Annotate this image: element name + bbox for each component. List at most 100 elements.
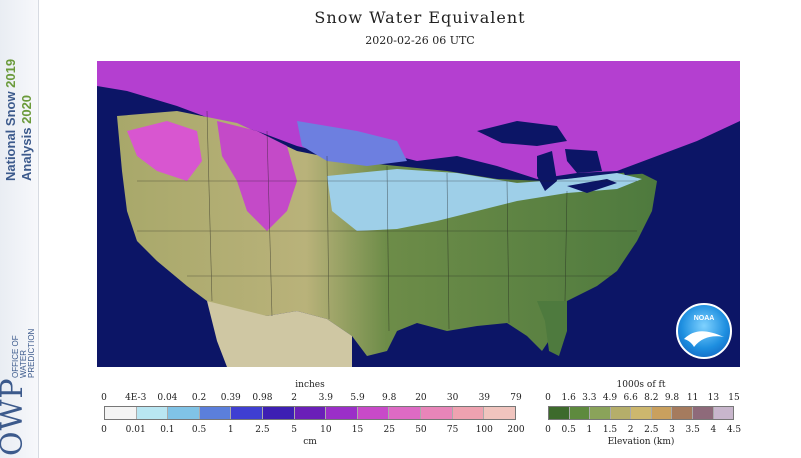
- noaa-logo: NOAA: [676, 303, 732, 359]
- swe-cm-tick-label: 0: [101, 425, 107, 435]
- brand-line-1: National Snow 2019: [3, 59, 18, 181]
- swe-cm-tick-label: 15: [351, 425, 364, 435]
- elevation-km-tick-label: 3.5: [685, 425, 700, 435]
- swe-color-swatch: [231, 407, 264, 419]
- elevation-ft-ticks: 0 1.6 3.3 4.9 6.6 8.2 9.8 11 13 15: [545, 393, 740, 404]
- elevation-color-swatch: [672, 407, 693, 419]
- elevation-ft-tick-label: 3.3: [582, 393, 597, 403]
- map-graphic: [97, 61, 740, 367]
- elevation-km-tick-label: 3: [669, 425, 675, 435]
- brand-line-2: Analysis 2020: [19, 95, 34, 181]
- swe-color-swatch: [105, 407, 137, 419]
- swe-inch-tick-label: 0.2: [191, 393, 207, 403]
- northern-plains-snow: [297, 121, 407, 166]
- elevation-ft-tick-label: 6.6: [623, 393, 638, 403]
- swe-unit-inches: inches: [295, 380, 325, 390]
- noaa-logo-text: NOAA: [693, 315, 715, 322]
- elevation-km-tick-label: 4: [710, 425, 717, 435]
- elevation-color-swatch: [549, 407, 570, 419]
- swe-unit-cm: cm: [303, 437, 317, 447]
- swe-inch-tick-label: 20: [415, 393, 427, 403]
- swe-inch-tick-label: 79: [510, 393, 522, 403]
- swe-inch-tick-label: 0: [101, 393, 107, 403]
- elevation-color-bar: [548, 406, 734, 420]
- map-title: Snow Water Equivalent: [314, 8, 526, 27]
- swe-color-swatch: [421, 407, 453, 419]
- noaa-bird-icon: [684, 331, 724, 347]
- swe-inch-tick-label: 0.98: [252, 393, 273, 403]
- swe-cm-tick-label: 200: [507, 425, 525, 435]
- lake-erie: [567, 179, 617, 193]
- swe-color-swatch: [294, 407, 327, 419]
- rockies-snow: [217, 121, 297, 231]
- swe-inch-tick-label: 5.9: [350, 393, 365, 403]
- swe-color-swatch: [484, 407, 515, 419]
- swe-cm-tick-label: 100: [475, 425, 493, 435]
- swe-legend: inches 0 4E-3 0.04 0.2 0.39 0.98 2 3.9 5.9 9.8 20 3…: [101, 380, 524, 447]
- swe-color-swatch: [357, 407, 390, 419]
- elevation-ft-tick-label: 13: [707, 393, 720, 403]
- elevation-ft-tick-label: 11: [686, 393, 699, 403]
- canada-snow-region: [97, 61, 740, 179]
- elevation-km-tick-label: 2: [627, 425, 634, 435]
- swe-inch-tick-label: 39: [478, 393, 491, 403]
- swe-cm-tick-label: 75: [446, 425, 459, 435]
- map-timestamp: 2020-02-26 06 UTC: [365, 34, 475, 47]
- elevation-color-swatch: [569, 407, 591, 419]
- elevation-km-tick-label: 4.5: [726, 425, 742, 435]
- swe-cm-tick-label: 50: [415, 425, 427, 435]
- mexico-region: [207, 301, 352, 367]
- cascades-snow: [127, 121, 202, 181]
- lake-superior: [477, 121, 567, 146]
- elevation-ft-tick-label: 4.9: [602, 393, 618, 403]
- swe-cm-ticks: 0 0.01 0.1 0.5 1 2.5 5 10 15 25 50 75 100 200: [101, 425, 524, 436]
- swe-inch-tick-label: 3.9: [318, 393, 334, 403]
- elevation-color-swatch: [631, 407, 652, 419]
- brand-title: National Snow: [3, 91, 18, 181]
- brand-year-2: 2020: [19, 94, 34, 124]
- elevation-km-ticks: 0 0.5 1 1.5 2 2.5 3 3.5 4 4.5: [545, 425, 741, 436]
- elevation-color-swatch: [610, 407, 632, 419]
- swe-cm-tick-label: 25: [383, 425, 395, 435]
- swe-cm-tick-label: 1: [227, 425, 234, 435]
- elevation-ft-tick-label: 15: [728, 393, 740, 403]
- snow-map: [97, 61, 740, 367]
- brand-subtitle: Analysis: [19, 127, 34, 181]
- swe-color-swatch: [168, 407, 200, 419]
- swe-cm-tick-label: 0.1: [160, 425, 175, 435]
- elevation-ft-tick-label: 1.6: [561, 393, 576, 403]
- swe-color-swatch: [263, 407, 295, 419]
- elevation-km-tick-label: 1.5: [602, 425, 618, 435]
- elevation-km-tick-label: 2.5: [644, 425, 659, 435]
- swe-cm-tick-label: 5: [291, 425, 298, 435]
- light-snow-band: [327, 169, 642, 231]
- swe-color-bar: [104, 406, 516, 420]
- swe-inch-ticks: 0 4E-3 0.04 0.2 0.39 0.98 2 3.9 5.9 9.8 20 30 39 79: [101, 393, 522, 404]
- lake-huron: [565, 149, 602, 173]
- lake-ontario: [622, 165, 652, 175]
- elevation-km-tick-label: 0.5: [561, 425, 576, 435]
- swe-color-swatch: [389, 407, 422, 419]
- owp-full-line: PREDICTION: [27, 328, 36, 378]
- swe-cm-tick-label: 2.5: [255, 425, 270, 435]
- owp-abbrev: OWP: [0, 377, 30, 456]
- elevation-color-swatch: [713, 407, 734, 419]
- swe-inch-tick-label: 9.8: [382, 393, 397, 403]
- swe-cm-tick-label: 0.01: [125, 425, 146, 435]
- elevation-ft-tick-label: 0: [545, 393, 551, 403]
- florida: [537, 301, 567, 356]
- swe-color-swatch: [326, 407, 358, 419]
- brand-year-1: 2019: [3, 58, 18, 88]
- swe-cm-tick-label: 0.5: [191, 425, 207, 435]
- elevation-color-swatch: [651, 407, 673, 419]
- swe-inch-tick-label: 0.04: [157, 393, 178, 403]
- swe-inch-tick-label: 0.39: [220, 393, 241, 403]
- swe-color-swatch: [452, 407, 485, 419]
- elevation-color-swatch: [590, 407, 611, 419]
- swe-inch-tick-label: 2: [291, 393, 298, 403]
- state-borders: [137, 110, 637, 332]
- elevation-km-tick-label: 0: [545, 425, 551, 435]
- owp-logo: OWP OFFICE OF WATER PREDICTION: [0, 270, 38, 458]
- owp-full-name: OFFICE OF WATER PREDICTION: [11, 328, 36, 378]
